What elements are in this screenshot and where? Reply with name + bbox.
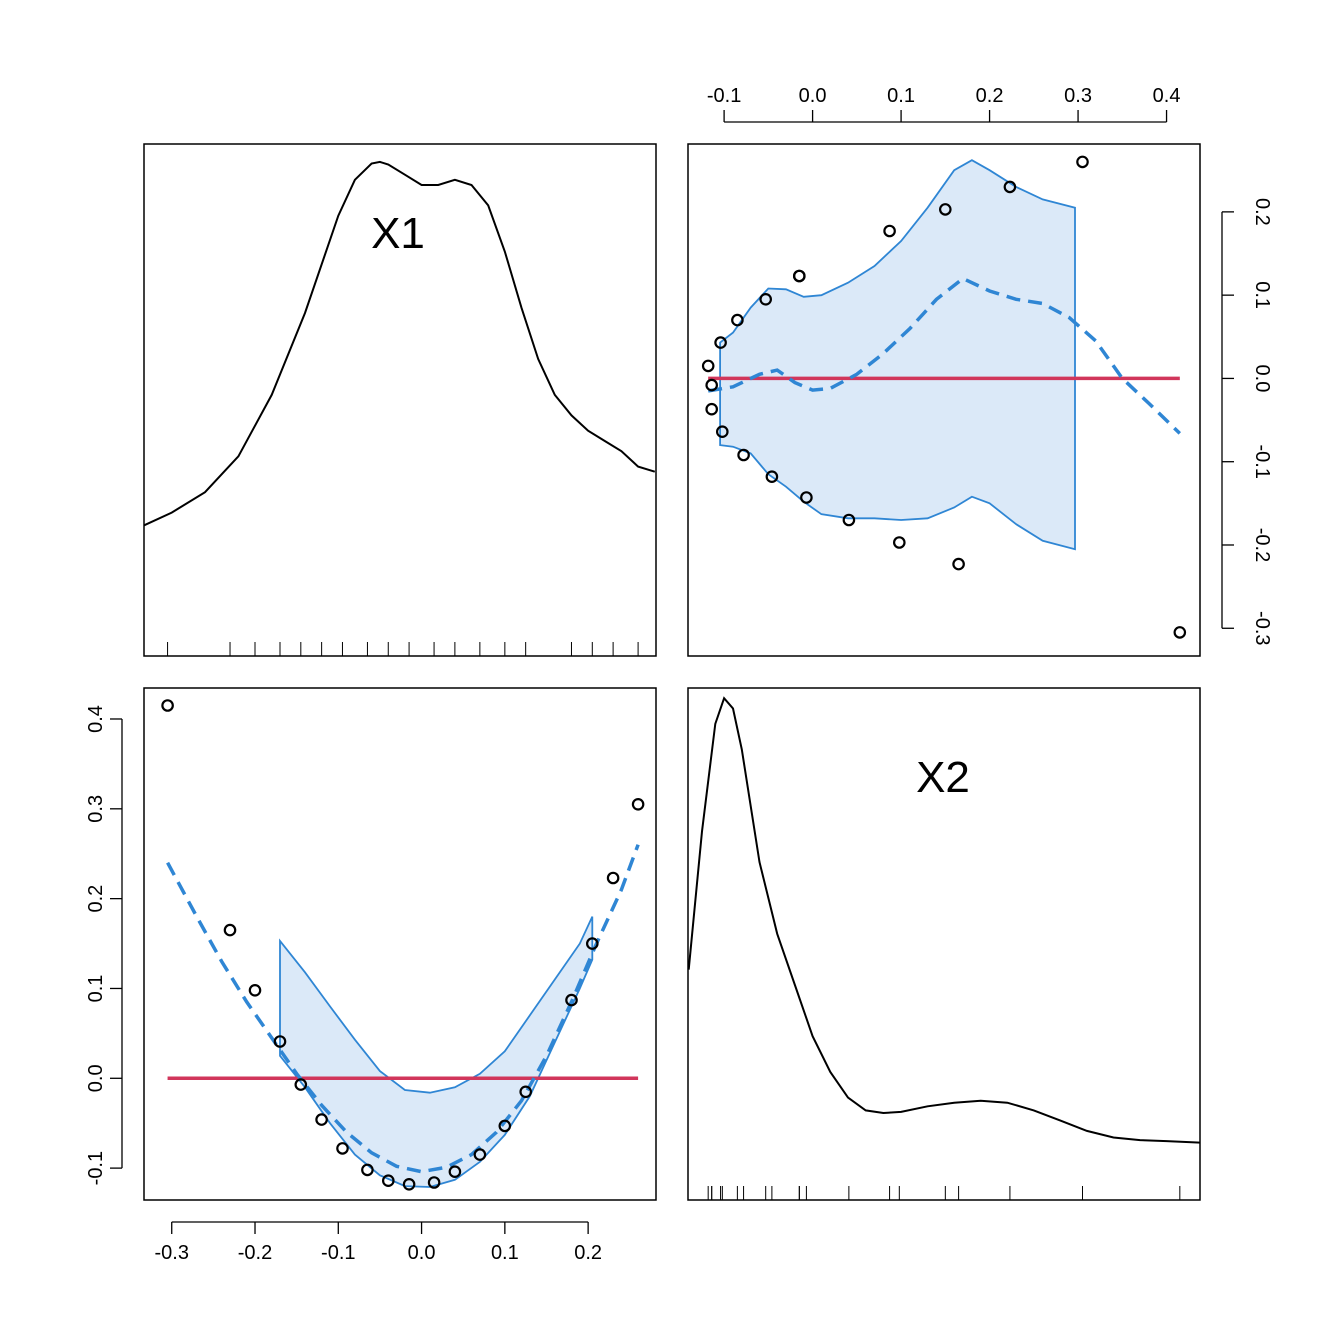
data-point — [938, 203, 952, 216]
confidence-band — [279, 916, 594, 1188]
y-tick-label: -0.1 — [85, 1151, 107, 1185]
y-tick-label: 0.0 — [85, 1064, 107, 1092]
data-point — [565, 993, 578, 1007]
data-point — [381, 1174, 395, 1187]
confidence-band — [719, 159, 1076, 551]
data-point — [765, 470, 779, 483]
x-tick-label: -0.1 — [707, 85, 741, 107]
data-point — [606, 871, 620, 885]
panel-top-right-scatter: -0.1 0.0 0.1 0.2 0.3 0.4 -0.3 -0.2 -0.1 0.0 0.1 0.2 — [687, 85, 1273, 657]
x-tick-label: 0.1 — [491, 1242, 519, 1264]
data-point — [1076, 155, 1089, 169]
x-tick-label: 0.3 — [1064, 85, 1092, 107]
data-point — [792, 269, 806, 283]
data-point — [223, 923, 237, 937]
smoother-line — [707, 276, 1182, 435]
x-tick-label: -0.3 — [154, 1242, 188, 1264]
data-point — [402, 1178, 416, 1191]
data-point — [892, 536, 906, 549]
density-curve — [688, 696, 1200, 1144]
diagonal-label: X1 — [371, 209, 425, 258]
data-point — [336, 1142, 349, 1155]
data-point — [448, 1165, 462, 1178]
data-point — [705, 402, 718, 416]
data-point — [759, 292, 772, 306]
panel-frame — [687, 143, 1201, 657]
x-tick-label: -0.1 — [321, 1242, 355, 1264]
y-tick-label: -0.3 — [1251, 611, 1273, 645]
x-tick-label: 0.1 — [887, 85, 915, 107]
data-point — [1173, 626, 1187, 639]
panel-bottom-left-scatter: -0.3 -0.2 -0.1 0.0 0.1 0.2 -0.1 0.0 0.1 0.2 0.3 0.4 — [85, 687, 657, 1264]
data-point — [731, 313, 744, 327]
data-point — [585, 937, 599, 950]
data-point — [161, 699, 174, 712]
panel-frame — [687, 687, 1201, 1201]
data-point — [631, 797, 645, 811]
data-point — [842, 513, 856, 527]
panel-frame — [143, 687, 657, 1201]
panel-frame — [143, 143, 657, 657]
data-point — [737, 448, 750, 462]
y-tick-label: 0.2 — [1251, 198, 1273, 226]
x-tick-label: 0.0 — [799, 85, 827, 107]
diagonal-label: X2 — [916, 753, 970, 802]
data-point — [427, 1176, 441, 1189]
data-point — [498, 1119, 512, 1133]
panel-diag-x1: X1 — [143, 143, 657, 657]
panel-diag-x2: X2 — [687, 687, 1201, 1201]
data-point — [294, 1078, 308, 1091]
y-tick-label: 0.0 — [1251, 365, 1273, 393]
data-point — [361, 1163, 374, 1177]
data-point — [473, 1148, 487, 1161]
y-tick-label: 0.4 — [85, 705, 107, 733]
x-tick-label: -0.2 — [238, 1242, 272, 1264]
data-point — [248, 983, 262, 997]
y-tick-label: 0.2 — [85, 885, 107, 913]
data-point — [800, 491, 813, 504]
data-point — [519, 1085, 532, 1099]
y-tick-label: 0.1 — [1251, 281, 1273, 309]
y-tick-label: -0.2 — [1251, 528, 1273, 562]
data-point — [883, 224, 896, 238]
data-point — [1003, 180, 1017, 194]
x-tick-label: 0.2 — [574, 1242, 602, 1264]
data-point — [705, 378, 718, 392]
data-point — [952, 557, 965, 571]
data-point — [714, 336, 727, 349]
data-point — [701, 359, 715, 373]
y-tick-label: 0.3 — [85, 795, 107, 823]
y-tick-label: 0.1 — [85, 975, 107, 1003]
data-point — [273, 1035, 287, 1048]
x-tick-label: 0.4 — [1153, 85, 1181, 107]
data-point — [315, 1113, 328, 1126]
y-tick-label: -0.1 — [1251, 444, 1273, 478]
density-curve — [144, 160, 656, 527]
x-tick-label: 0.0 — [408, 1242, 436, 1264]
x-tick-label: 0.2 — [976, 85, 1004, 107]
smoother-line — [166, 844, 640, 1174]
data-point — [715, 425, 729, 438]
